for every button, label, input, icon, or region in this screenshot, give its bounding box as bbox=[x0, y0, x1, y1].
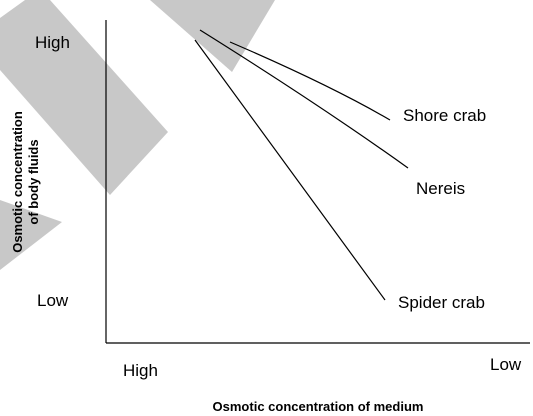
x-high-label: High bbox=[123, 361, 158, 380]
y-low-label: Low bbox=[37, 291, 69, 310]
x-low-label: Low bbox=[490, 355, 522, 374]
line-label: Nereis bbox=[416, 179, 465, 198]
line-label: Spider crab bbox=[398, 293, 485, 312]
shore-crab-line bbox=[229, 41, 391, 121]
y-high-label: High bbox=[35, 33, 70, 52]
watermark-band bbox=[0, 200, 62, 270]
line-label: Shore crab bbox=[403, 106, 486, 125]
y-axis-title: of body fluids bbox=[26, 139, 41, 224]
spider-crab-line bbox=[194, 39, 386, 301]
watermark-band bbox=[0, 0, 168, 195]
y-axis-title: Osmotic concentration bbox=[10, 111, 25, 253]
x-axis-title: Osmotic concentration of medium bbox=[213, 399, 424, 414]
watermark-band bbox=[150, 0, 275, 72]
nereis-line bbox=[199, 29, 409, 169]
watermark bbox=[0, 0, 275, 270]
